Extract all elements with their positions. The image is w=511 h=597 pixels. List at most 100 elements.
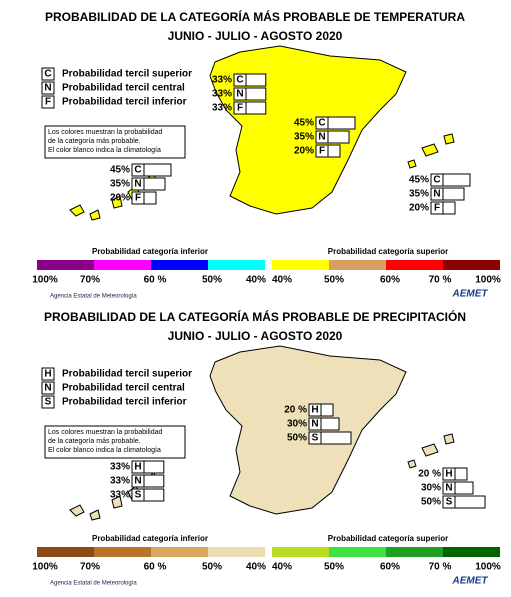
region-letter: C	[134, 165, 141, 176]
scale-tick-label: 60 %	[144, 562, 167, 573]
island	[69, 504, 85, 517]
region-value: 50%	[287, 433, 307, 444]
map-panel: PROBABILIDAD DE LA CATEGORÍA MÁS PROBABL…	[32, 309, 501, 586]
scale-tick-label: 70%	[80, 275, 100, 286]
region-letter-box	[442, 481, 456, 495]
region-value: 20 %	[284, 405, 307, 416]
scale-tick-label: 50%	[202, 275, 222, 286]
scale-swatch	[94, 260, 151, 270]
region-letter-box	[308, 403, 322, 417]
spain-outline	[209, 45, 407, 215]
legend-label: Probabilidad tercil superior	[62, 69, 192, 80]
note-line: de la categoría más probable.	[48, 438, 141, 445]
region-letter: F	[319, 146, 325, 157]
region-letter: C	[318, 118, 325, 129]
region-letter: N	[134, 476, 141, 487]
scale-tick-label: 60 %	[144, 275, 167, 286]
region-value: 33%	[212, 75, 232, 86]
island	[407, 159, 417, 169]
region-letter: N	[134, 179, 141, 190]
note-line: El color blanco indica la climatología	[48, 147, 161, 154]
region-letter: S	[312, 433, 319, 444]
region-letter-box	[442, 495, 456, 509]
region-letter: N	[318, 132, 325, 143]
legend-label: Probabilidad tercil inferior	[62, 97, 187, 108]
region-value: 35%	[409, 189, 429, 200]
island	[111, 195, 123, 209]
region-letter-box	[315, 116, 329, 130]
legend-box	[41, 395, 55, 409]
note-box	[44, 125, 186, 159]
scale-swatch	[329, 547, 386, 557]
region-letter: N	[445, 483, 452, 494]
region-letter: F	[434, 203, 440, 214]
legend-letter: S	[45, 397, 52, 408]
scale-swatch	[37, 260, 94, 270]
legend-box	[41, 67, 55, 81]
region-value: 20 %	[418, 469, 441, 480]
region-value: 45%	[110, 165, 130, 176]
region-value: 45%	[294, 118, 314, 129]
agency: Agencia Estatal de Meteorología	[50, 294, 137, 300]
legend-label: Probabilidad tercil superior	[62, 369, 192, 380]
region-letter-box	[430, 201, 444, 215]
region-value: 35%	[110, 179, 130, 190]
scale-swatch	[208, 260, 265, 270]
region-letter: H	[311, 405, 318, 416]
scale-lower-label: Probabilidad categoría inferior	[92, 534, 208, 543]
spain-outline	[209, 345, 407, 515]
region-letter-box	[131, 488, 145, 502]
map-title: PROBABILIDAD DE LA CATEGORÍA MÁS PROBABL…	[45, 9, 465, 24]
island	[421, 443, 439, 457]
legend-box	[41, 381, 55, 395]
region-letter: S	[135, 490, 142, 501]
region-letter-box	[308, 431, 322, 445]
scale-tick-label: 70%	[80, 562, 100, 573]
region-value: 30%	[421, 483, 441, 494]
legend-letter: N	[44, 83, 51, 94]
scale-tick-label: 40%	[246, 275, 266, 286]
legend-box	[41, 367, 55, 381]
region-letter-box	[131, 460, 145, 474]
region-value: 35%	[294, 132, 314, 143]
scale-tick-label: 100%	[32, 562, 58, 573]
region-letter-box	[131, 163, 145, 177]
region-letter-box	[308, 417, 322, 431]
map-subtitle: JUNIO - JULIO - AGOSTO 2020	[168, 329, 343, 343]
scale-tick-label: 40%	[272, 562, 292, 573]
note-line: El color blanco indica la climatología	[48, 447, 161, 454]
region-letter-box	[131, 474, 145, 488]
region-letter-box	[131, 191, 145, 205]
region-letter: N	[311, 419, 318, 430]
note-line: Los colores muestran la probabilidad	[48, 429, 163, 436]
note-line: de la categoría más probable.	[48, 138, 141, 145]
note-box	[44, 425, 186, 459]
region-letter-box	[315, 144, 329, 158]
scale-swatch	[151, 547, 208, 557]
logo: AEMET	[452, 289, 489, 300]
scale-tick-label: 100%	[475, 275, 501, 286]
region-letter: F	[237, 103, 243, 114]
scale-tick-label: 50%	[202, 562, 222, 573]
region-letter: F	[135, 193, 141, 204]
legend-letter: F	[45, 97, 51, 108]
scale-swatch	[443, 547, 500, 557]
scale-tick-label: 100%	[475, 562, 501, 573]
island	[111, 495, 123, 509]
legend-label: Probabilidad tercil central	[62, 383, 185, 394]
scale-tick-label: 50%	[324, 275, 344, 286]
scale-tick-label: 60%	[380, 562, 400, 573]
legend-label: Probabilidad tercil central	[62, 83, 185, 94]
scale-tick-label: 40%	[272, 275, 292, 286]
region-value: 33%	[212, 103, 232, 114]
scale-swatch	[329, 260, 386, 270]
region-letter: H	[134, 462, 141, 473]
scale-swatch	[208, 547, 265, 557]
region-value: 33%	[110, 490, 130, 501]
scale-tick-label: 70 %	[429, 562, 452, 573]
legend-label: Probabilidad tercil inferior	[62, 397, 187, 408]
region-value: 45%	[409, 175, 429, 186]
island	[69, 204, 85, 217]
region-letter: C	[236, 75, 243, 86]
